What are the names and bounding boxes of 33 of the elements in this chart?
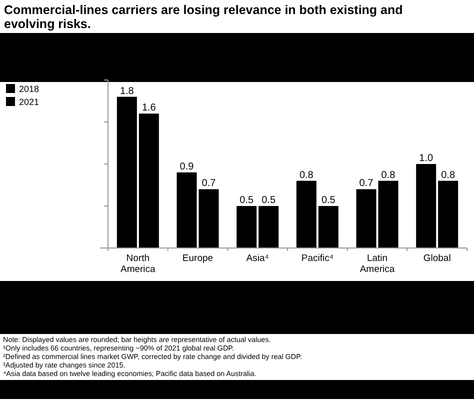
data-label: 1.6 [142,102,156,114]
chart-title: Commercial-lines carriers are losing relevance in both existing and evolving risks. [4,3,403,31]
bar [258,206,279,248]
bar [378,180,398,248]
data-label: 0.7 [359,178,374,190]
data-label: 0.8 [381,170,396,181]
data-label: 0.8 [441,170,456,181]
bar [296,180,316,248]
data-label: 0.5 [262,195,276,206]
bar [236,206,257,248]
legend-label: 2018 [19,84,40,94]
bar [116,96,137,248]
legend-label: 2021 [19,97,40,107]
data-label: 1.8 [120,86,134,97]
data-label: 0.5 [240,195,254,206]
bar [356,189,376,248]
data-label: 1.0 [419,153,434,164]
bar [438,180,458,248]
bar [138,114,159,248]
bar [176,172,197,248]
data-label: 0.8 [299,170,314,181]
bar [198,189,219,248]
x-tick-label: Europe [182,253,214,264]
data-label: 0.9 [180,161,194,172]
x-tick-label: Global [423,253,451,264]
bar [318,206,338,248]
data-label: 0.7 [202,178,216,190]
x-tick-label: Latin America [360,253,396,275]
x-tick-label: Pacific⁴ [301,253,334,264]
bar [416,164,436,248]
x-tick-label: North America [120,253,156,275]
data-label: 0.5 [321,195,336,206]
x-tick-label: Asia⁴ [246,253,269,264]
